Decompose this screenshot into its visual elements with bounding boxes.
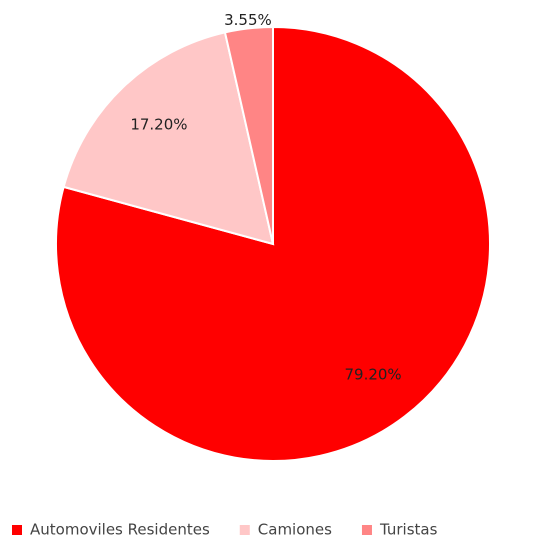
- data-label: 79.20%: [344, 366, 401, 384]
- legend-swatch: [12, 525, 22, 535]
- legend-swatch: [361, 525, 372, 535]
- pie-slice: [62, 31, 275, 246]
- pie-slice: [223, 25, 274, 245]
- legend-label: Turistas: [379, 521, 438, 539]
- legend-label: Automoviles Residentes: [30, 521, 210, 539]
- data-label: 17.20%: [130, 115, 187, 133]
- legend-label: Camiones: [258, 521, 332, 539]
- legend-swatch: [239, 525, 250, 535]
- data-label: 3.55%: [224, 11, 272, 29]
